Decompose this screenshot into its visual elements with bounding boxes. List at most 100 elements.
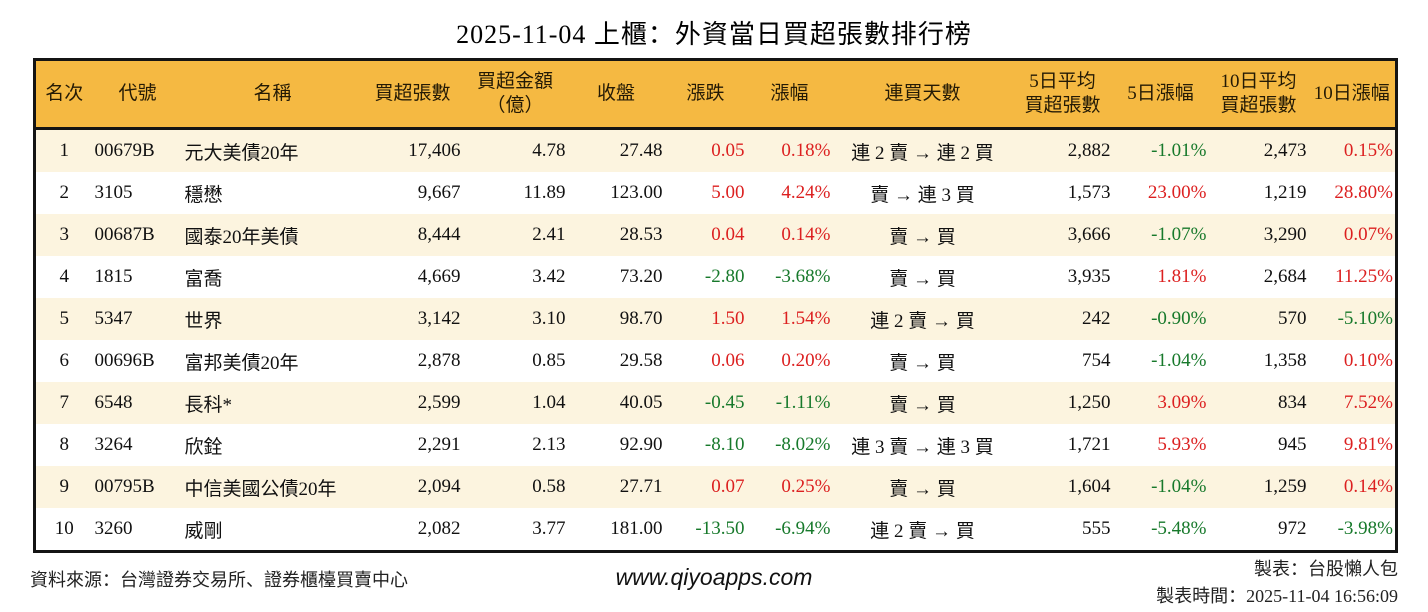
page-title: 2025-11-04 上櫃：外資當日買超張數排行榜 — [456, 20, 972, 49]
table-row: 8 3264 欣銓 2,291 2.13 92.90 -8.10 -8.02% 連 3 賣 → … — [34, 424, 1397, 466]
cell-pct5: -1.04% — [1112, 466, 1209, 508]
cell-buy_streak: 連 2 賣 → 買 — [832, 508, 1013, 552]
cell-change: 0.07 — [664, 466, 747, 508]
table-row: 7 6548 長科* 2,599 1.04 40.05 -0.45 -1.11% 賣 → 買 1,… — [34, 382, 1397, 424]
cell-code: 5347 — [92, 298, 183, 340]
cell-avg5_net_buy: 1,604 — [1012, 466, 1113, 508]
cell-pct5: 5.93% — [1112, 424, 1209, 466]
cell-close: 73.20 — [567, 256, 665, 298]
cell-buy_streak: 賣 → 買 — [832, 340, 1013, 382]
table-row: 10 3260 威剛 2,082 3.77 181.00 -13.50 -6.94% 連 2 賣… — [34, 508, 1397, 552]
table-row: 1 00679B 元大美債20年 17,406 4.78 27.48 0.05 0.18% 連 … — [34, 128, 1397, 172]
cell-net_buy_amount: 3.77 — [462, 508, 568, 552]
cell-code: 3105 — [92, 172, 183, 214]
cell-name: 國泰20年美債 — [182, 214, 363, 256]
cell-avg10_net_buy: 972 — [1208, 508, 1309, 552]
cell-rank: 3 — [34, 214, 93, 256]
cell-avg5_net_buy: 242 — [1012, 298, 1113, 340]
cell-avg10_net_buy: 1,219 — [1208, 172, 1309, 214]
maker-label: 製表：台股懶人包 — [1254, 559, 1398, 579]
table-row: 2 3105 穩懋 9,667 11.89 123.00 5.00 4.24% 賣 → 連 3 … — [34, 172, 1397, 214]
cell-net_buy_lots: 9,667 — [362, 172, 463, 214]
cell-name: 欣銓 — [182, 424, 363, 466]
column-header-rank: 名次 — [34, 59, 93, 130]
cell-avg10_net_buy: 945 — [1208, 424, 1309, 466]
cell-close: 123.00 — [567, 172, 665, 214]
cell-net_buy_lots: 2,291 — [362, 424, 463, 466]
column-header-buy_streak: 連買天數 — [832, 59, 1013, 130]
footer: 資料來源：台灣證券交易所、證券櫃檯買賣中心 www.qiyoapps.com 製… — [0, 556, 1428, 612]
cell-name: 長科* — [182, 382, 363, 424]
cell-net_buy_amount: 3.42 — [462, 256, 568, 298]
column-header-net_buy_lots: 買超張數 — [362, 59, 463, 130]
cell-rank: 4 — [34, 256, 93, 298]
cell-avg5_net_buy: 555 — [1012, 508, 1113, 552]
cell-change_pct: 0.20% — [746, 340, 833, 382]
cell-code: 00687B — [92, 214, 183, 256]
cell-rank: 6 — [34, 340, 93, 382]
cell-close: 92.90 — [567, 424, 665, 466]
cell-code: 6548 — [92, 382, 183, 424]
cell-net_buy_lots: 17,406 — [362, 128, 463, 172]
cell-code: 1815 — [92, 256, 183, 298]
cell-buy_streak: 賣 → 買 — [832, 214, 1013, 256]
cell-avg10_net_buy: 1,358 — [1208, 340, 1309, 382]
cell-name: 威剛 — [182, 508, 363, 552]
cell-pct5: -1.04% — [1112, 340, 1209, 382]
cell-avg5_net_buy: 1,250 — [1012, 382, 1113, 424]
cell-change_pct: 4.24% — [746, 172, 833, 214]
cell-avg5_net_buy: 1,573 — [1012, 172, 1113, 214]
cell-change_pct: 0.25% — [746, 466, 833, 508]
cell-code: 3260 — [92, 508, 183, 552]
data-source-note: 資料來源：台灣證券交易所、證券櫃檯買賣中心 — [30, 570, 408, 590]
cell-buy_streak: 賣 → 買 — [832, 382, 1013, 424]
cell-code: 3264 — [92, 424, 183, 466]
credit-block: 製表：台股懶人包 製表時間：2025-11-04 16:56:09 — [1156, 556, 1398, 610]
cell-net_buy_amount: 0.58 — [462, 466, 568, 508]
cell-change: -13.50 — [664, 508, 747, 552]
column-header-close: 收盤 — [567, 59, 665, 130]
cell-name: 中信美國公債20年 — [182, 466, 363, 508]
cell-buy_streak: 連 3 賣 → 連 3 買 — [832, 424, 1013, 466]
cell-pct10: 0.15% — [1308, 128, 1397, 172]
cell-rank: 10 — [34, 508, 93, 552]
cell-change_pct: -8.02% — [746, 424, 833, 466]
cell-change: 0.04 — [664, 214, 747, 256]
cell-avg10_net_buy: 2,473 — [1208, 128, 1309, 172]
cell-buy_streak: 連 2 賣 → 買 — [832, 298, 1013, 340]
cell-net_buy_lots: 4,669 — [362, 256, 463, 298]
cell-avg10_net_buy: 570 — [1208, 298, 1309, 340]
table-row: 9 00795B 中信美國公債20年 2,094 0.58 27.71 0.07 0.25% 賣… — [34, 466, 1397, 508]
cell-change: 0.05 — [664, 128, 747, 172]
cell-close: 98.70 — [567, 298, 665, 340]
cell-pct10: -3.98% — [1308, 508, 1397, 552]
cell-close: 27.71 — [567, 466, 665, 508]
cell-name: 世界 — [182, 298, 363, 340]
cell-name: 穩懋 — [182, 172, 363, 214]
cell-net_buy_lots: 2,599 — [362, 382, 463, 424]
cell-rank: 1 — [34, 128, 93, 172]
cell-pct5: -1.01% — [1112, 128, 1209, 172]
cell-rank: 8 — [34, 424, 93, 466]
cell-change: -0.45 — [664, 382, 747, 424]
cell-pct5: -5.48% — [1112, 508, 1209, 552]
cell-change: -2.80 — [664, 256, 747, 298]
cell-pct10: 0.07% — [1308, 214, 1397, 256]
table-header: 名次 代號 名稱 買超張數 買超金額 （億） 收盤 漲跌 漲幅 連買天數 5日平均 買超張數 5日漲… — [34, 59, 1397, 130]
cell-avg5_net_buy: 1,721 — [1012, 424, 1113, 466]
cell-avg10_net_buy: 3,290 — [1208, 214, 1309, 256]
cell-close: 40.05 — [567, 382, 665, 424]
cell-buy_streak: 賣 → 連 3 買 — [832, 172, 1013, 214]
cell-pct5: 3.09% — [1112, 382, 1209, 424]
foreign-net-buy-ranking-table: 名次 代號 名稱 買超張數 買超金額 （億） 收盤 漲跌 漲幅 連買天數 5日平均 買超張數 5日漲… — [33, 58, 1398, 553]
cell-change_pct: 0.18% — [746, 128, 833, 172]
column-header-change_pct: 漲幅 — [746, 59, 833, 130]
column-header-net_buy_amount: 買超金額 （億） — [462, 59, 568, 130]
cell-avg10_net_buy: 834 — [1208, 382, 1309, 424]
cell-net_buy_amount: 1.04 — [462, 382, 568, 424]
cell-change_pct: -6.94% — [746, 508, 833, 552]
cell-pct5: -1.07% — [1112, 214, 1209, 256]
cell-avg10_net_buy: 2,684 — [1208, 256, 1309, 298]
cell-change_pct: -3.68% — [746, 256, 833, 298]
